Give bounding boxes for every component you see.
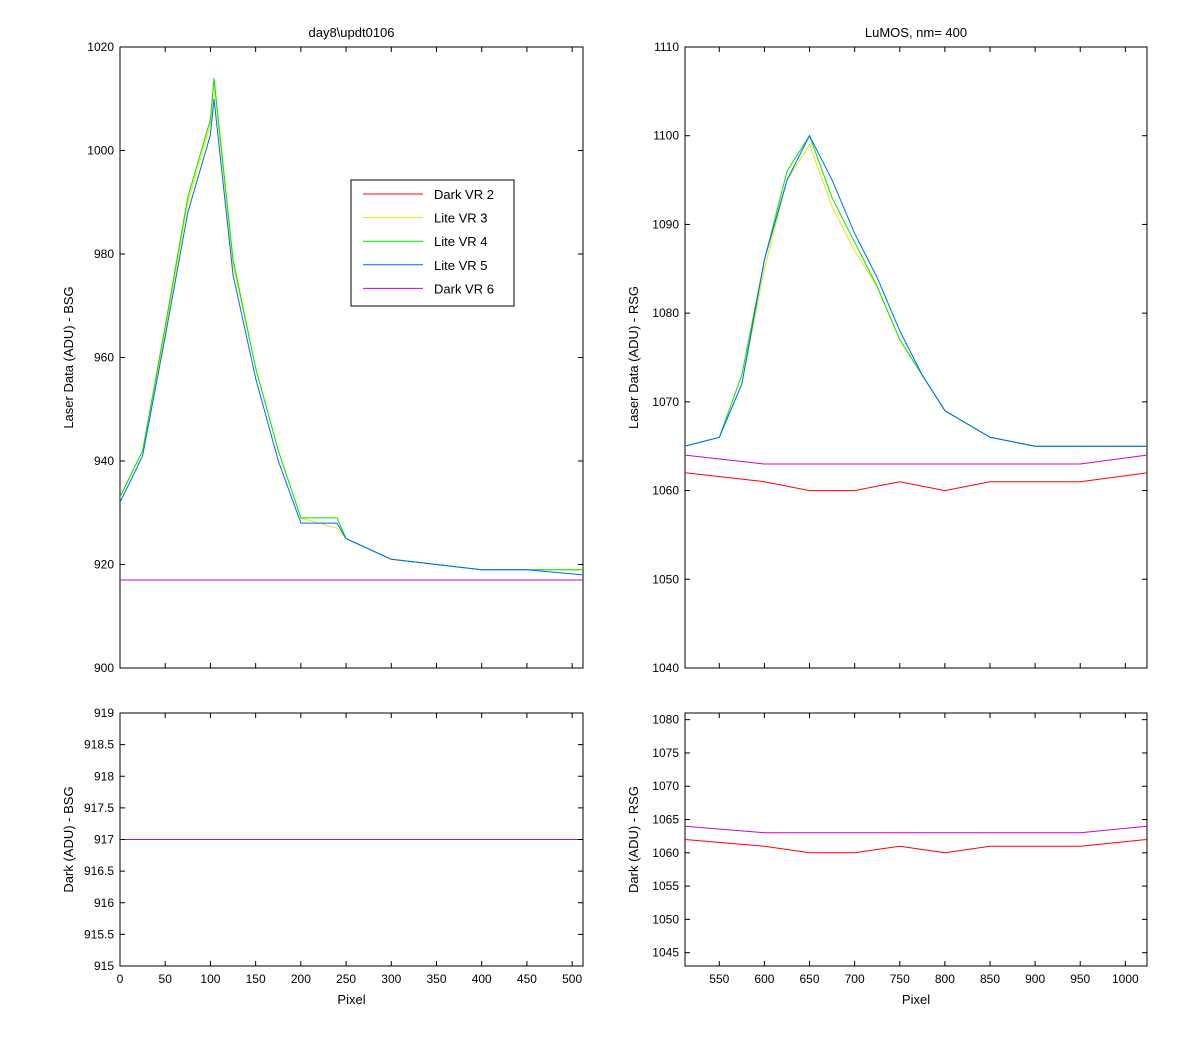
y-tick-label: 980 xyxy=(94,247,114,261)
legend-entry: Dark VR 2 xyxy=(434,187,494,202)
x-tick-label: 700 xyxy=(845,972,865,986)
y-tick-label: 1050 xyxy=(652,572,679,586)
x-tick-label: 450 xyxy=(517,972,537,986)
y-axis-label: Laser Data (ADU) - RSG xyxy=(626,286,641,429)
y-tick-label: 1090 xyxy=(652,217,679,231)
x-tick-label: 0 xyxy=(117,972,124,986)
x-tick-label: 400 xyxy=(472,972,492,986)
y-tick-label: 960 xyxy=(94,351,114,365)
series-line-lite-vr-5 xyxy=(120,98,583,576)
bsg-laser-plot: 900 920 940 960 980 1000 1020 day8\updt0106 Lase… xyxy=(61,25,584,675)
x-tick-label: 600 xyxy=(754,972,774,986)
y-tick-label: 900 xyxy=(94,661,114,675)
x-tick-label: 950 xyxy=(1070,972,1090,986)
chart-title: day8\updt0106 xyxy=(308,25,394,40)
legend-box xyxy=(350,179,515,307)
rsg-laser-axes-box xyxy=(684,46,1148,669)
y-tick-label: 1080 xyxy=(652,306,679,320)
y-tick-label: 916.5 xyxy=(84,864,114,878)
x-tick-label: 1000 xyxy=(1112,972,1139,986)
y-tick-label: 918.5 xyxy=(84,738,114,752)
series-line-dark-vr-6 xyxy=(685,454,1147,465)
bsg-laser-axes-box xyxy=(119,46,584,669)
series-line-dark-vr-6 xyxy=(685,825,1147,834)
y-tick-label: 1045 xyxy=(652,946,679,960)
x-tick-label: 250 xyxy=(336,972,356,986)
y-tick-label: 917.5 xyxy=(84,801,114,815)
y-tick-label: 918 xyxy=(94,769,114,783)
y-tick-label: 940 xyxy=(94,454,114,468)
legend-entry: Dark VR 6 xyxy=(434,281,494,296)
x-tick-label: 650 xyxy=(800,972,820,986)
y-tick-label: 1100 xyxy=(653,129,679,143)
y-tick-label: 920 xyxy=(94,558,114,572)
y-tick-label: 1075 xyxy=(652,746,679,760)
x-axis-label: Pixel xyxy=(902,992,930,1007)
y-tick-label: 1020 xyxy=(87,40,114,54)
legend-entry: Lite VR 4 xyxy=(434,234,487,249)
x-tick-label: 200 xyxy=(291,972,311,986)
y-tick-label: 1000 xyxy=(87,144,114,158)
y-tick-label: 915 xyxy=(94,959,114,973)
y-tick-label: 1060 xyxy=(652,846,679,860)
x-tick-label: 500 xyxy=(562,972,582,986)
bsg-dark-plot: 0 50 100 150 200 250 300 350 400 450 500 915 915.5 91… xyxy=(61,706,584,1007)
y-tick-label: 917 xyxy=(94,833,114,847)
series-line-lite-vr-5 xyxy=(685,134,1147,447)
series-line-dark-vr-2 xyxy=(685,839,1147,854)
y-tick-label: 1110 xyxy=(654,40,679,54)
x-tick-label: 50 xyxy=(159,972,173,986)
rsg-dark-axes-box xyxy=(684,712,1148,967)
y-tick-label: 1070 xyxy=(652,779,679,793)
y-tick-label: 1070 xyxy=(652,395,679,409)
y-tick-label: 1055 xyxy=(652,879,679,893)
x-tick-label: 300 xyxy=(381,972,401,986)
x-tick-label: 850 xyxy=(980,972,1000,986)
x-tick-label: 350 xyxy=(426,972,446,986)
y-tick-label: 1065 xyxy=(652,813,679,827)
y-tick-label: 1080 xyxy=(652,713,679,727)
y-tick-label: 1060 xyxy=(652,484,679,498)
bsg-laser-series-group xyxy=(120,78,583,581)
y-axis-label: Dark (ADU) - RSG xyxy=(626,786,641,893)
x-axis-label: Pixel xyxy=(337,992,365,1007)
x-tick-label: 750 xyxy=(890,972,910,986)
rsg-dark-plot: 550 600 650 700 750 800 850 900 950 1000 1045 1050 1… xyxy=(626,712,1148,1007)
legend-entry: Lite VR 5 xyxy=(434,258,487,273)
rsg-laser-series-group xyxy=(685,134,1147,492)
y-axis-label: Laser Data (ADU) - BSG xyxy=(61,286,76,428)
y-tick-label: 919 xyxy=(94,706,114,720)
y-tick-label: 916 xyxy=(94,896,114,910)
y-tick-label: 915.5 xyxy=(84,927,114,941)
x-tick-label: 150 xyxy=(246,972,266,986)
series-line-dark-vr-2 xyxy=(685,472,1147,492)
y-tick-label: 1050 xyxy=(652,912,679,926)
y-axis-label: Dark (ADU) - BSG xyxy=(61,786,76,892)
legend-entry: Lite VR 3 xyxy=(434,211,487,226)
x-tick-label: 100 xyxy=(200,972,220,986)
chart-title: LuMOS, nm= 400 xyxy=(865,25,967,40)
y-tick-label: 1040 xyxy=(652,661,679,675)
rsg-dark-series-group xyxy=(685,825,1147,854)
x-tick-label: 900 xyxy=(1025,972,1045,986)
x-tick-label: 550 xyxy=(709,972,729,986)
legend: Dark VR 2 Lite VR 3 Lite VR 4 Lite VR 5 Dark… xyxy=(350,179,515,307)
x-tick-label: 800 xyxy=(935,972,955,986)
rsg-laser-plot: 1040 1050 1060 1070 1080 1090 1100 1110 LuMOS, n… xyxy=(626,25,1148,675)
